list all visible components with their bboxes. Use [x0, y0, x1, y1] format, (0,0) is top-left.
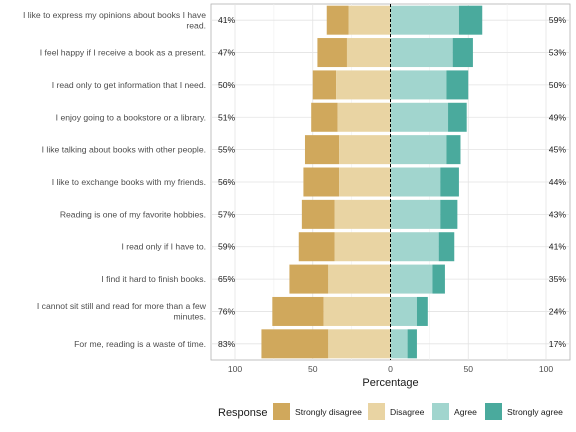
x-tick-labels: 100 50 0 50 100 — [228, 364, 554, 374]
category-label: I like to express my opinions about book… — [23, 10, 206, 31]
bar-agree — [390, 199, 441, 229]
bar-agree — [390, 135, 447, 165]
bar-strongly-agree — [458, 5, 483, 35]
right-percent-label: 53% — [549, 48, 567, 58]
left-percent-label: 76% — [218, 306, 236, 316]
bar-disagree — [334, 199, 391, 229]
legend-key-disagree — [368, 403, 385, 420]
category-label: I enjoy going to a bookstore or a librar… — [56, 112, 206, 122]
bar-strongly-agree — [432, 264, 445, 294]
bar-agree — [390, 102, 449, 132]
bar-strongly-agree — [448, 102, 467, 132]
bar-agree — [390, 167, 441, 197]
bar-strongly-agree — [446, 70, 469, 100]
bar-strongly-disagree — [312, 70, 337, 100]
bar-strongly-disagree — [326, 5, 349, 35]
left-percent-label: 59% — [218, 242, 236, 252]
legend-label: Strongly disagree — [295, 407, 362, 417]
left-percent-label: 55% — [218, 145, 236, 155]
bar-agree — [390, 264, 433, 294]
x-tick-label: 100 — [228, 364, 243, 374]
category-label: I read only to get information that I ne… — [52, 80, 206, 90]
left-percent-label: 57% — [218, 209, 236, 219]
legend-title: Response — [218, 407, 268, 419]
bar-strongly-agree — [446, 135, 461, 165]
bar-disagree — [323, 296, 391, 326]
right-percent-label: 44% — [549, 177, 567, 187]
x-tick-label: 50 — [308, 364, 318, 374]
legend-label: Agree — [454, 407, 477, 417]
bar-strongly-agree — [452, 38, 473, 68]
bar-strongly-disagree — [261, 329, 329, 359]
left-percent-label: 51% — [218, 112, 236, 122]
bar-disagree — [337, 102, 391, 132]
left-percent-label: 65% — [218, 274, 236, 284]
left-percent-label: 56% — [218, 177, 236, 187]
bar-disagree — [348, 5, 391, 35]
left-percent-label: 47% — [218, 48, 236, 58]
category-label: I read only if I have to. — [121, 242, 206, 252]
right-percent-label: 24% — [549, 306, 567, 316]
bar-disagree — [339, 135, 391, 165]
bars — [261, 4, 483, 360]
bar-strongly-disagree — [301, 199, 335, 229]
right-percent-label: 43% — [549, 209, 567, 219]
category-label: Reading is one of my favorite hobbies. — [60, 209, 206, 219]
bar-disagree — [334, 232, 391, 262]
bar-strongly-disagree — [303, 167, 340, 197]
bar-strongly-agree — [440, 199, 458, 229]
right-percent-label: 50% — [549, 80, 567, 90]
percent-labels: 41% 59% 47% 53% 50% 50% 51% 49% 55% 45% 56% 44% 57% 4… — [218, 15, 566, 349]
bar-strongly-agree — [438, 232, 455, 262]
left-percent-label: 41% — [218, 15, 236, 25]
bar-strongly-disagree — [272, 296, 324, 326]
category-labels: I like to express my opinions about book… — [23, 10, 207, 349]
bar-agree — [390, 5, 459, 35]
bar-strongly-disagree — [289, 264, 329, 294]
bar-disagree — [328, 329, 391, 359]
bar-agree — [390, 296, 417, 326]
bar-disagree — [346, 38, 391, 68]
right-percent-label: 45% — [549, 145, 567, 155]
x-tick-label: 0 — [388, 364, 393, 374]
category-label: I like to exchange books with my friends… — [52, 177, 206, 187]
x-axis-title: Percentage — [362, 377, 418, 389]
bar-disagree — [336, 70, 391, 100]
category-label: I find it hard to finish books. — [101, 274, 206, 284]
bar-strongly-disagree — [298, 232, 335, 262]
legend-key-strongly-agree — [485, 403, 502, 420]
right-percent-label: 35% — [549, 274, 567, 284]
category-label: I like talking about books with other pe… — [42, 145, 206, 155]
right-percent-label: 59% — [549, 15, 567, 25]
bar-strongly-agree — [416, 296, 428, 326]
legend-label: Disagree — [390, 407, 425, 417]
x-tick-label: 50 — [463, 364, 473, 374]
bar-strongly-agree — [407, 329, 417, 359]
legend-label: Strongly agree — [507, 407, 563, 417]
bar-agree — [390, 232, 439, 262]
bar-agree — [390, 38, 453, 68]
bar-disagree — [339, 167, 391, 197]
legend: Response Strongly disagree Disagree Agree St… — [218, 403, 563, 420]
right-percent-label: 41% — [549, 242, 567, 252]
legend-key-strongly-disagree — [273, 403, 290, 420]
category-label: I feel happy if I receive a book as a pr… — [40, 48, 206, 58]
category-label: For me, reading is a waste of time. — [74, 339, 206, 349]
bar-strongly-disagree — [317, 38, 347, 68]
bar-strongly-agree — [440, 167, 459, 197]
x-tick-label: 100 — [539, 364, 554, 374]
right-percent-label: 49% — [549, 112, 567, 122]
right-percent-label: 17% — [549, 339, 567, 349]
bar-strongly-disagree — [304, 135, 340, 165]
bar-agree — [390, 70, 447, 100]
category-label: I cannot sit still and read for more tha… — [37, 301, 207, 322]
bar-strongly-disagree — [311, 102, 338, 132]
legend-key-agree — [432, 403, 449, 420]
left-percent-label: 50% — [218, 80, 236, 90]
bar-agree — [390, 329, 408, 359]
left-percent-label: 83% — [218, 339, 236, 349]
bar-disagree — [328, 264, 391, 294]
